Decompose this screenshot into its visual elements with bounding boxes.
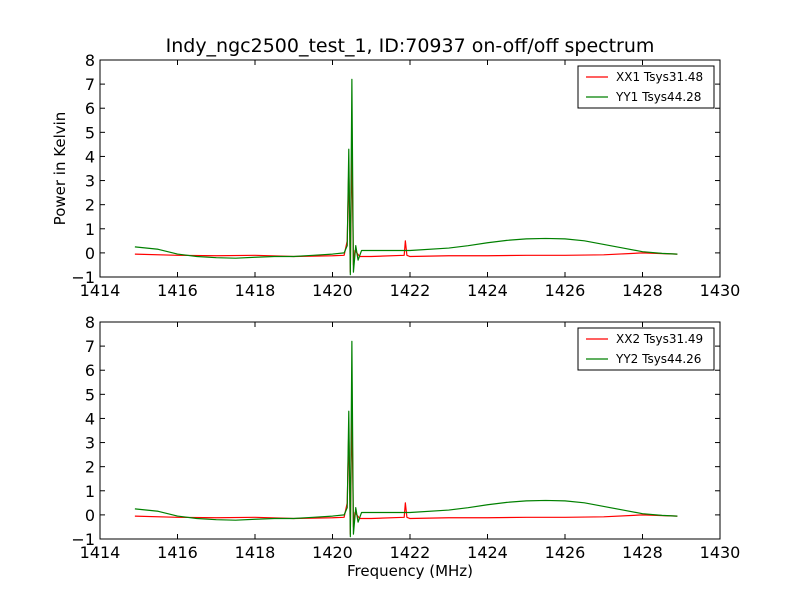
x-tick-label: 1414 xyxy=(80,281,121,300)
y-tick-label: 8 xyxy=(85,313,95,332)
y-tick-label: 4 xyxy=(85,147,95,166)
legend-entry: XX1 Tsys31.48 xyxy=(616,70,703,84)
y-tick-label: −1 xyxy=(71,268,95,287)
y-tick-label: 5 xyxy=(85,123,95,142)
legend-entry: XX2 Tsys31.49 xyxy=(616,332,703,346)
legend-entry: YY2 Tsys44.26 xyxy=(615,352,701,366)
y-tick-label: 7 xyxy=(85,75,95,94)
y-tick-label: 7 xyxy=(85,337,95,356)
y-tick-label: −1 xyxy=(71,530,95,549)
x-tick-label: 1428 xyxy=(622,281,663,300)
x-tick-label: 1422 xyxy=(390,281,431,300)
series-line-yy xyxy=(134,78,678,276)
y-tick-label: 0 xyxy=(85,244,95,263)
y-tick-label: 5 xyxy=(85,385,95,404)
x-tick-label: 1430 xyxy=(700,281,741,300)
legend: XX2 Tsys31.49 YY2 Tsys44.26 xyxy=(577,327,715,371)
x-tick-label: 1420 xyxy=(312,543,353,562)
y-tick-label: 6 xyxy=(85,99,95,118)
chart-title: Indy_ngc2500_test_1, ID:70937 on-off/off… xyxy=(166,35,655,57)
bottom-panel: 1414 1416 1418 1420 1422 1424 1426 1428 1430−101… xyxy=(71,313,740,580)
series-group xyxy=(134,340,678,538)
x-tick-label: 1428 xyxy=(622,543,663,562)
y-tick-label: 2 xyxy=(85,458,95,477)
x-tick-label: 1424 xyxy=(467,281,508,300)
y-tick-label: 1 xyxy=(85,220,95,239)
x-tick-label: 1416 xyxy=(157,281,198,300)
series-line-yy xyxy=(134,340,678,538)
x-tick-label: 1416 xyxy=(157,543,198,562)
x-tick-label: 1426 xyxy=(545,543,586,562)
y-tick-label: 6 xyxy=(85,361,95,380)
y-tick-label: 8 xyxy=(85,51,95,70)
legend: XX1 Tsys31.48 YY1 Tsys44.28 xyxy=(577,65,715,109)
x-tick-label: 1418 xyxy=(235,543,276,562)
legend-entry: YY1 Tsys44.28 xyxy=(615,90,701,104)
series-group xyxy=(134,78,678,276)
x-tick-label: 1414 xyxy=(80,543,121,562)
y-tick-label: 3 xyxy=(85,434,95,453)
y-tick-label: 3 xyxy=(85,172,95,191)
legend-box xyxy=(577,327,715,371)
x-tick-label: 1420 xyxy=(312,281,353,300)
x-axis-label: Frequency (MHz) xyxy=(347,562,473,580)
y-axis-label: Power in Kelvin xyxy=(51,112,69,226)
y-tick-label: 4 xyxy=(85,409,95,428)
x-tick-label: 1422 xyxy=(390,543,431,562)
y-tick-label: 1 xyxy=(85,482,95,501)
y-tick-label: 0 xyxy=(85,506,95,525)
x-tick-label: 1430 xyxy=(700,543,741,562)
y-tick-label: 2 xyxy=(85,196,95,215)
legend-box xyxy=(577,65,715,109)
top-panel: Indy_ngc2500_test_1, ID:70937 on-off/off… xyxy=(51,35,740,300)
x-tick-label: 1424 xyxy=(467,543,508,562)
x-tick-label: 1426 xyxy=(545,281,586,300)
x-tick-label: 1418 xyxy=(235,281,276,300)
